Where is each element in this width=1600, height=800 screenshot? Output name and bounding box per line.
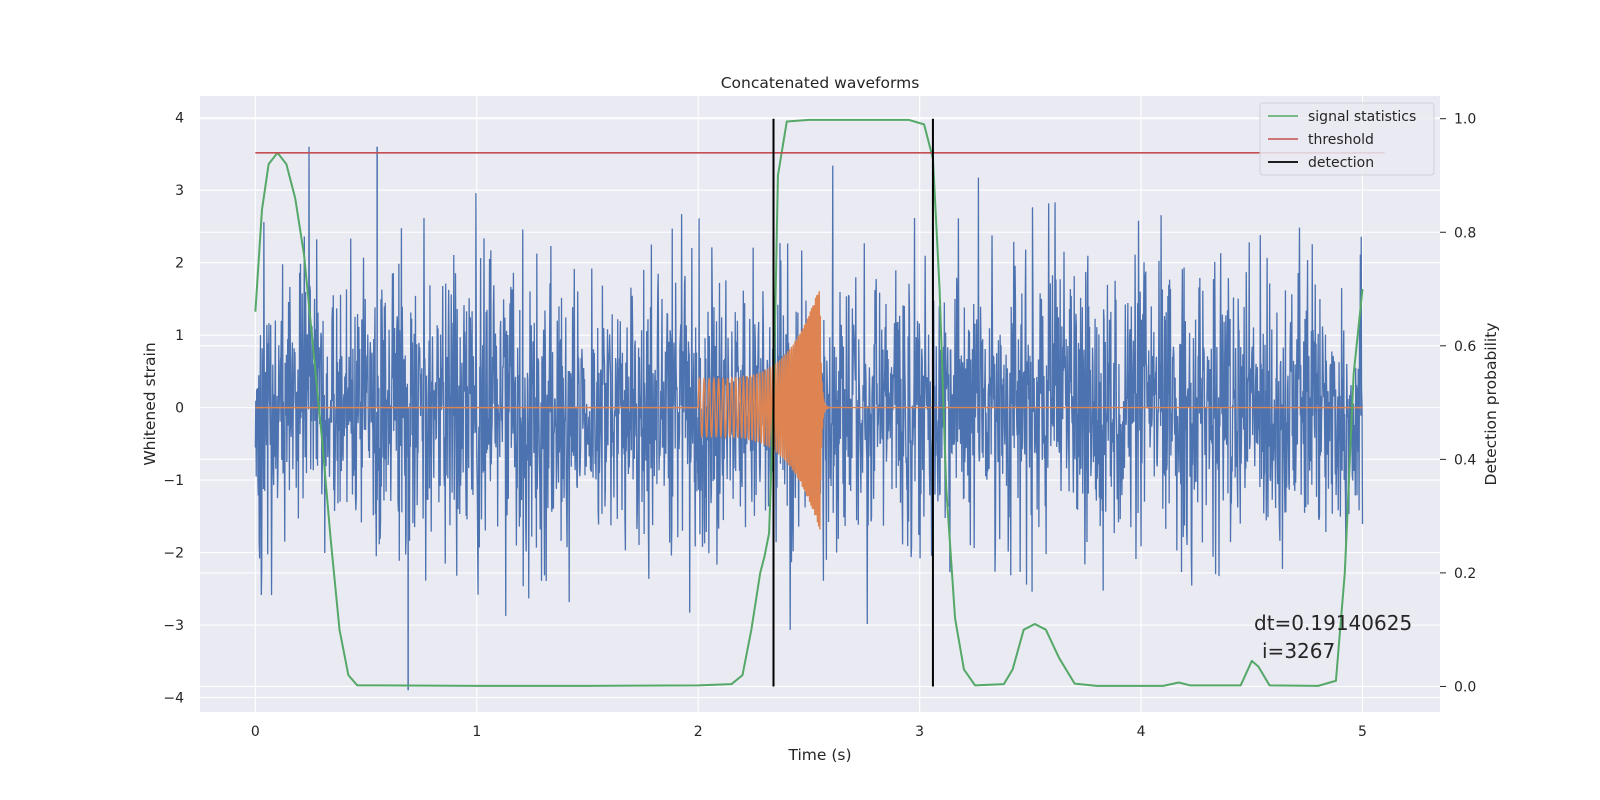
x-tick-label: 5 bbox=[1358, 724, 1367, 740]
legend-label-signal-statistics: signal statistics bbox=[1308, 109, 1416, 125]
chart-title: Concatenated waveforms bbox=[721, 74, 920, 92]
y-tick-label-left: 0 bbox=[175, 401, 184, 417]
annotation-i: i=3267 bbox=[1262, 639, 1335, 663]
x-tick-label: 0 bbox=[251, 724, 260, 740]
y-tick-label-right: 0.2 bbox=[1454, 566, 1476, 582]
x-tick-label: 1 bbox=[472, 724, 481, 740]
y-tick-label-left: 4 bbox=[175, 111, 184, 127]
y-tick-label-left: 2 bbox=[175, 256, 184, 272]
legend-label-detection: detection bbox=[1308, 155, 1374, 171]
y-tick-label-left: −3 bbox=[163, 618, 184, 634]
x-tick-label: 2 bbox=[694, 724, 703, 740]
legend: signal statistics threshold detection bbox=[1259, 102, 1435, 176]
annotation-dt: dt=0.19140625 bbox=[1254, 611, 1412, 635]
x-tick-label: 4 bbox=[1137, 724, 1146, 740]
legend-label-threshold: threshold bbox=[1308, 132, 1374, 148]
y-tick-label-left: 1 bbox=[175, 328, 184, 344]
legend-box bbox=[1259, 102, 1435, 176]
y-tick-label-left: 3 bbox=[175, 183, 184, 199]
y-tick-label-right: 0.4 bbox=[1454, 452, 1476, 468]
series-layer bbox=[254, 118, 1385, 691]
series-chirp-template bbox=[255, 291, 1363, 530]
y-axis-label-left: Whitened strain bbox=[141, 342, 159, 465]
x-axis-label: Time (s) bbox=[787, 746, 851, 764]
series-signal-statistics bbox=[254, 118, 1364, 687]
y-tick-label-right: 1.0 bbox=[1454, 112, 1476, 128]
y-tick-label-left: −2 bbox=[163, 546, 184, 562]
y-tick-label-left: −1 bbox=[163, 473, 184, 489]
y-tick-label-left: −4 bbox=[163, 691, 184, 707]
y-tick-label-right: 0.6 bbox=[1454, 339, 1476, 355]
y-axis-label-right: Detection probability bbox=[1482, 323, 1500, 486]
tick-labels: 0 1 2 3 4 5 −4 −3 −2 −1 0 1 2 3 4 0.0 0.2 0.4 0.6 0.8 1.0 bbox=[163, 111, 1476, 740]
y-tick-label-right: 0.8 bbox=[1454, 225, 1476, 241]
x-tick-label: 3 bbox=[915, 724, 924, 740]
y-tick-label-right: 0.0 bbox=[1454, 679, 1476, 695]
